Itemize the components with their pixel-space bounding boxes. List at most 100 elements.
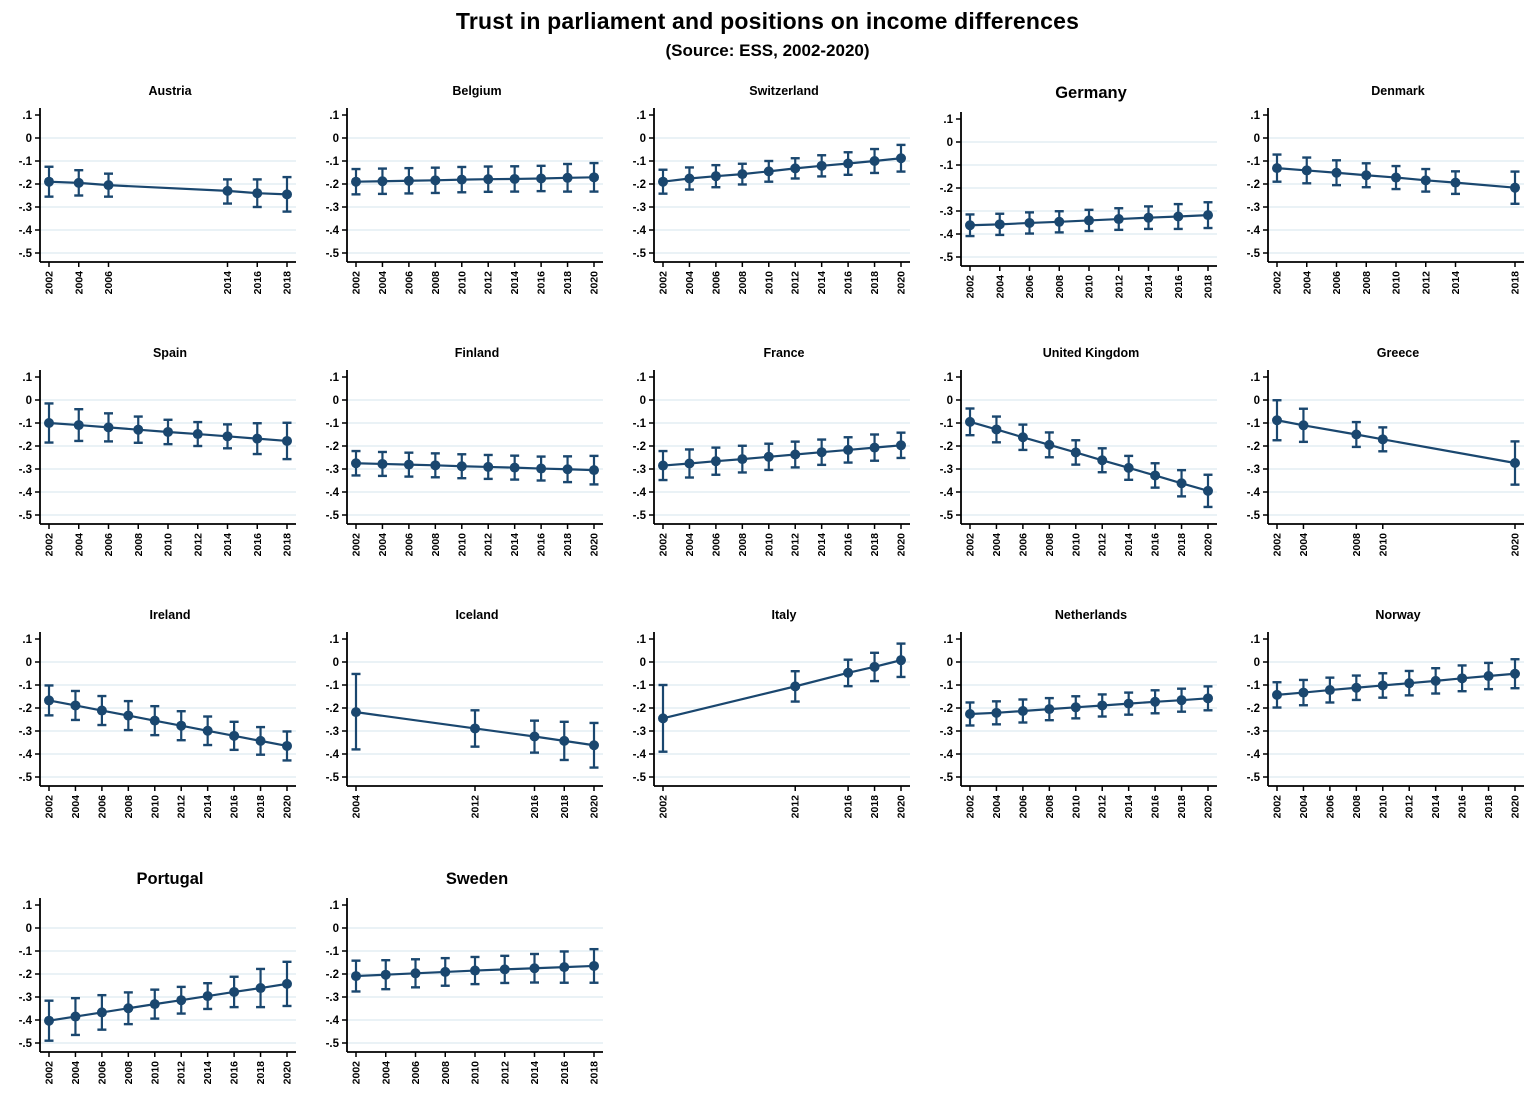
svg-text:2008: 2008 bbox=[737, 271, 749, 295]
svg-text:-.2: -.2 bbox=[326, 969, 339, 981]
panel-title: Belgium bbox=[452, 84, 502, 98]
svg-text:2016: 2016 bbox=[229, 1061, 241, 1085]
svg-text:-.2: -.2 bbox=[633, 703, 646, 715]
svg-text:2004: 2004 bbox=[994, 275, 1006, 299]
svg-text:2004: 2004 bbox=[377, 533, 389, 557]
svg-text:2012: 2012 bbox=[176, 1061, 188, 1085]
svg-text:2014: 2014 bbox=[222, 533, 234, 557]
svg-text:2018: 2018 bbox=[1176, 795, 1188, 819]
svg-text:-.4: -.4 bbox=[1247, 749, 1261, 761]
panel-chart: .1 0 -.1 -.2 -.3 -.4 -.5 2002 2012 2016 2018 2020 bbox=[633, 632, 910, 819]
svg-text:-.2: -.2 bbox=[1247, 441, 1260, 453]
svg-text:2002: 2002 bbox=[44, 1061, 56, 1085]
svg-text:2006: 2006 bbox=[1017, 795, 1029, 819]
svg-text:-.1: -.1 bbox=[1247, 156, 1261, 168]
svg-text:2010: 2010 bbox=[456, 271, 468, 295]
svg-text:-.2: -.2 bbox=[940, 441, 953, 453]
svg-text:2010: 2010 bbox=[1377, 533, 1389, 557]
svg-text:-.5: -.5 bbox=[633, 248, 647, 260]
svg-text:2016: 2016 bbox=[1173, 275, 1185, 299]
svg-text:-.2: -.2 bbox=[940, 703, 953, 715]
panel-chart: .1 0 -.1 -.2 -.3 -.4 -.5 2002 2004 2006 2008 2010 20… bbox=[1247, 108, 1524, 295]
svg-text:-.3: -.3 bbox=[633, 726, 646, 738]
svg-text:.1: .1 bbox=[1250, 634, 1260, 646]
svg-text:-.5: -.5 bbox=[19, 772, 33, 784]
svg-text:0: 0 bbox=[26, 133, 32, 145]
panel-germany: Germany .1 0 -.1 -.2 -.3 -.4 -.5 2002 2004 2006 200… bbox=[921, 73, 1228, 335]
svg-text:2010: 2010 bbox=[163, 533, 175, 557]
svg-text:2012: 2012 bbox=[1097, 795, 1109, 819]
panel-spain: Spain .1 0 -.1 -.2 -.3 -.4 -.5 2002 2004 2006 2008 2… bbox=[0, 335, 307, 597]
svg-text:0: 0 bbox=[947, 657, 953, 669]
svg-text:2006: 2006 bbox=[410, 1061, 422, 1085]
svg-text:.1: .1 bbox=[329, 110, 339, 122]
panel-united-kingdom: United Kingdom .1 0 -.1 -.2 -.3 -.4 -.5 2002 2004… bbox=[921, 335, 1228, 597]
svg-text:-.1: -.1 bbox=[633, 680, 647, 692]
svg-text:2014: 2014 bbox=[1450, 271, 1462, 295]
panel-title: Finland bbox=[454, 346, 500, 360]
svg-text:2014: 2014 bbox=[1123, 533, 1135, 557]
figure-title: Trust in parliament and positions on inc… bbox=[455, 8, 1080, 34]
svg-text:-.4: -.4 bbox=[633, 749, 647, 761]
svg-text:0: 0 bbox=[1254, 657, 1260, 669]
svg-text:-.3: -.3 bbox=[1247, 726, 1260, 738]
svg-text:.1: .1 bbox=[22, 634, 32, 646]
svg-text:2018: 2018 bbox=[282, 271, 294, 295]
svg-text:2010: 2010 bbox=[470, 1061, 482, 1085]
svg-text:-.5: -.5 bbox=[940, 252, 954, 264]
svg-text:2004: 2004 bbox=[70, 1061, 82, 1085]
panel-title: Netherlands bbox=[1054, 608, 1128, 622]
svg-text:2012: 2012 bbox=[790, 533, 802, 557]
svg-text:2018: 2018 bbox=[869, 533, 881, 557]
svg-text:2020: 2020 bbox=[896, 795, 908, 819]
svg-text:2008: 2008 bbox=[1044, 795, 1056, 819]
svg-text:2018: 2018 bbox=[1203, 275, 1215, 299]
svg-text:2016: 2016 bbox=[1150, 795, 1162, 819]
svg-text:2016: 2016 bbox=[229, 795, 241, 819]
svg-text:-.3: -.3 bbox=[19, 726, 32, 738]
svg-text:2014: 2014 bbox=[1430, 795, 1442, 819]
svg-text:.1: .1 bbox=[636, 372, 646, 384]
svg-text:-.2: -.2 bbox=[19, 441, 32, 453]
svg-text:-.1: -.1 bbox=[326, 156, 340, 168]
svg-text:-.3: -.3 bbox=[326, 464, 339, 476]
svg-text:.1: .1 bbox=[636, 110, 646, 122]
svg-text:-.3: -.3 bbox=[1247, 202, 1260, 214]
svg-text:2020: 2020 bbox=[589, 533, 601, 557]
svg-text:2020: 2020 bbox=[1510, 533, 1522, 557]
svg-text:2006: 2006 bbox=[710, 533, 722, 557]
svg-text:2004: 2004 bbox=[70, 795, 82, 819]
svg-text:-.4: -.4 bbox=[19, 749, 33, 761]
svg-text:2020: 2020 bbox=[1203, 795, 1215, 819]
svg-text:2010: 2010 bbox=[1391, 271, 1403, 295]
svg-text:2016: 2016 bbox=[1457, 795, 1469, 819]
svg-text:2010: 2010 bbox=[1377, 795, 1389, 819]
panel-title: Greece bbox=[1376, 346, 1420, 360]
svg-text:2010: 2010 bbox=[456, 533, 468, 557]
panel-italy: Italy .1 0 -.1 -.2 -.3 -.4 -.5 2002 2012 2016 2018 2… bbox=[614, 597, 921, 859]
svg-text:2008: 2008 bbox=[1351, 533, 1363, 557]
svg-text:2004: 2004 bbox=[377, 271, 389, 295]
svg-text:-.5: -.5 bbox=[940, 510, 954, 522]
svg-text:2018: 2018 bbox=[589, 1061, 601, 1085]
svg-text:-.4: -.4 bbox=[940, 749, 954, 761]
panel-chart: .1 0 -.1 -.2 -.3 -.4 -.5 2002 2004 2006 2014 2016 20… bbox=[19, 108, 296, 295]
svg-text:2014: 2014 bbox=[1123, 795, 1135, 819]
svg-text:-.5: -.5 bbox=[19, 1038, 33, 1050]
svg-text:-.5: -.5 bbox=[326, 248, 340, 260]
svg-text:-.5: -.5 bbox=[326, 772, 340, 784]
svg-text:-.1: -.1 bbox=[940, 418, 954, 430]
svg-text:.1: .1 bbox=[943, 372, 953, 384]
svg-text:2012: 2012 bbox=[483, 271, 495, 295]
panel-title: Germany bbox=[1055, 84, 1127, 102]
svg-text:2008: 2008 bbox=[1351, 795, 1363, 819]
svg-text:2006: 2006 bbox=[96, 795, 108, 819]
panel-title: Denmark bbox=[1371, 84, 1425, 98]
svg-text:-.2: -.2 bbox=[19, 703, 32, 715]
svg-text:2020: 2020 bbox=[282, 1061, 294, 1085]
svg-text:2004: 2004 bbox=[73, 533, 85, 557]
svg-text:2004: 2004 bbox=[684, 271, 696, 295]
panel-grid: Austria .1 0 -.1 -.2 -.3 -.4 -.5 2002 2004 2006 201… bbox=[0, 73, 1535, 1089]
svg-text:0: 0 bbox=[26, 657, 32, 669]
panel-title: Ireland bbox=[149, 608, 191, 622]
